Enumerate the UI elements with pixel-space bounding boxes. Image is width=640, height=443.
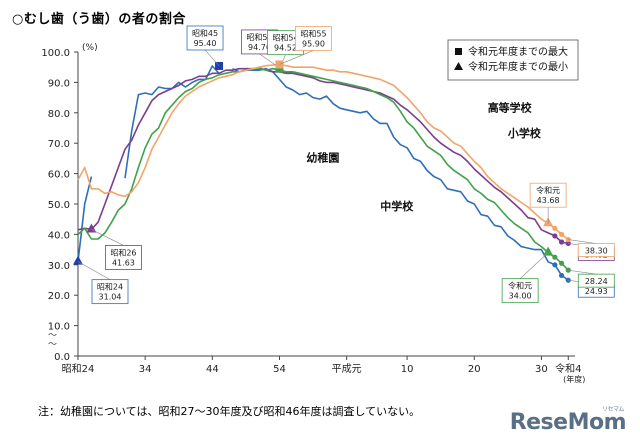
- annotation-era-label: 令和元: [508, 281, 532, 291]
- annotation-value-label: 28.24: [585, 277, 608, 286]
- footnote: 注：幼稚園については、昭和27～30年度及び昭和46年度は調査していない。: [38, 405, 421, 418]
- y-tick-label: 0.0: [54, 352, 70, 363]
- annotation-value-label: 94.52: [274, 44, 297, 53]
- annotation-value-label: 41.63: [112, 258, 135, 267]
- series-line-kindergarten: [77, 65, 569, 281]
- annotation-box-junior_high: [577, 273, 615, 288]
- data-point-kindergarten: [558, 272, 565, 279]
- x-tick-label: 20: [468, 364, 481, 375]
- annotation-box-high_school: [577, 243, 615, 257]
- min-marker-elementary: [86, 223, 97, 233]
- series-label-kindergarten: 幼稚園: [306, 150, 339, 164]
- series-line-junior_high: [77, 67, 569, 271]
- x-tick-label: 昭和24: [62, 363, 95, 375]
- annotation-value-label: 34.00: [509, 292, 532, 301]
- data-point-kindergarten: [552, 262, 558, 268]
- x-tick-label: 平成元: [332, 363, 362, 375]
- y-tick-label: 60.0: [48, 170, 70, 181]
- axes: 0.0 10.0 20.0 30.0 40.0 50.0 60.0 70.0 80.0 90.0 1…: [41, 43, 585, 384]
- y-tick-label: 40.0: [48, 230, 70, 241]
- x-tick-label: 34: [139, 364, 152, 375]
- x-axis-unit: (年度): [563, 374, 585, 384]
- data-point-junior_high: [558, 260, 565, 266]
- min-marker-junior_high: [543, 246, 554, 256]
- watermark-logo: ReseMom リセマム: [509, 406, 627, 435]
- annotation-value-label: 43.68: [537, 196, 560, 205]
- series-label-junior_high: 中学校: [380, 199, 414, 213]
- y-tick-label: 70.0: [48, 139, 70, 150]
- x-tick-label: 10: [401, 364, 414, 375]
- annotation-box-elementary: [105, 245, 142, 270]
- annotation-value-label: 38.30: [585, 247, 608, 256]
- legend-triangle-icon: [454, 62, 463, 70]
- annotation-leader: [204, 49, 220, 67]
- annotation-value-label: 31.04: [99, 293, 122, 302]
- x-tick-label: 30: [535, 364, 548, 375]
- x-tick-label: 54: [273, 364, 286, 375]
- annotation-era-label: 昭和54: [246, 33, 272, 42]
- series-line-elementary: [77, 67, 569, 245]
- series-line-high_school: [77, 63, 569, 241]
- x-tick-label: 44: [206, 364, 219, 375]
- series-lines: [77, 63, 569, 281]
- annotation-leader: [568, 239, 597, 244]
- legend-label: 令和元年度までの最小: [468, 60, 568, 73]
- annotation-era-label: 昭和45: [192, 29, 218, 38]
- data-point-high_school: [558, 231, 565, 237]
- annotation-value-label: 95.40: [194, 39, 217, 48]
- x-tick-label: 令和4: [555, 362, 581, 375]
- y-tick-label: 50.0: [48, 200, 70, 211]
- series-label-high_school: 高等学校: [488, 100, 533, 114]
- y-tick-label: 90.0: [48, 78, 70, 89]
- annotation-era-label: 昭和54: [272, 34, 298, 43]
- annotation-leader: [279, 50, 314, 65]
- annotation-era-label: 昭和55: [300, 29, 326, 38]
- annotation-box-kindergarten: [186, 25, 224, 51]
- data-point-elementary: [558, 239, 565, 245]
- annotation-value-label: 94.76: [248, 43, 271, 52]
- annotation-leader: [91, 229, 124, 246]
- annotation-leader: [568, 269, 597, 275]
- series-points: [552, 225, 571, 283]
- legend-box: [447, 39, 579, 81]
- legend-label: 令和元年度までの最大: [468, 45, 568, 58]
- y-axis-break-mark: ～: [48, 331, 57, 341]
- annotation-era-label: 令和元: [536, 185, 560, 195]
- max-marker-high_school: [275, 60, 284, 69]
- y-tick-label: 100.0: [41, 48, 70, 59]
- watermark-text: ReseMom: [509, 410, 627, 435]
- annotation-box-high_school: [529, 182, 567, 208]
- y-tick-label: 10.0: [48, 322, 70, 333]
- series-label-elementary: 小学校: [507, 126, 542, 140]
- annotation-leader: [519, 252, 549, 279]
- annotation-value-label: 95.90: [302, 39, 325, 48]
- data-point-high_school: [552, 225, 558, 231]
- data-point-elementary: [552, 233, 558, 239]
- annotation-value-label: 24.93: [585, 287, 608, 296]
- annotation-leader: [77, 261, 111, 280]
- legend-square-icon: [455, 48, 462, 55]
- annotation-era-label: 昭和24: [97, 283, 123, 292]
- y-axis-unit: (%): [82, 43, 98, 53]
- watermark-subtext: リセマム: [601, 406, 625, 413]
- annotation-box-junior_high: [501, 278, 539, 304]
- chart-title: ○むし歯（う歯）の者の割合: [12, 12, 186, 27]
- y-tick-label: 80.0: [48, 109, 70, 120]
- annotation-box-kindergarten: [91, 279, 129, 305]
- y-axis-break-mark: ～: [48, 340, 57, 350]
- annotation-era-label: 昭和26: [110, 248, 136, 257]
- data-point-junior_high: [552, 254, 558, 260]
- y-tick-label: 30.0: [48, 261, 70, 272]
- y-tick-label: 20.0: [48, 291, 70, 302]
- annotation-box-high_school: [295, 26, 332, 51]
- min-marker-kindergarten: [73, 255, 83, 265]
